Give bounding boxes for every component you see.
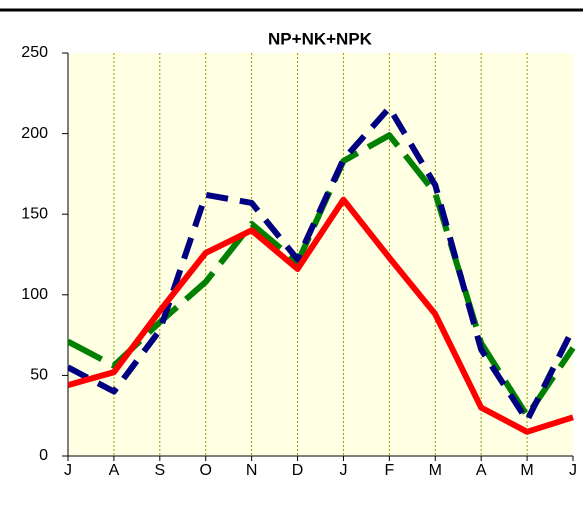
y-tick-label: 0 (39, 447, 48, 464)
x-tick-label: J (64, 462, 72, 479)
x-tick-label: N (246, 462, 258, 479)
y-tick-label: 200 (21, 125, 48, 142)
series-line (68, 104, 576, 424)
y-tick-label: 150 (21, 205, 48, 222)
y-tick-label: 50 (30, 367, 48, 384)
series-line (68, 196, 574, 435)
x-tick-label: O (200, 462, 212, 479)
y-tick-label: 100 (21, 286, 48, 303)
series-group (68, 104, 576, 435)
x-tick-label: F (384, 462, 394, 479)
x-tick-label: A (109, 462, 120, 479)
plot-background (68, 53, 573, 456)
y-tick-label: 250 (21, 44, 48, 61)
x-tick-label: S (154, 462, 165, 479)
x-tick-label: J (569, 462, 577, 479)
x-tick-label: M (429, 462, 442, 479)
x-tick-label: M (520, 462, 533, 479)
x-tick-label: J (339, 462, 347, 479)
x-tick-label: A (476, 462, 487, 479)
x-tick-label: D (292, 462, 304, 479)
chart-title: NP+NK+NPK (268, 29, 373, 48)
